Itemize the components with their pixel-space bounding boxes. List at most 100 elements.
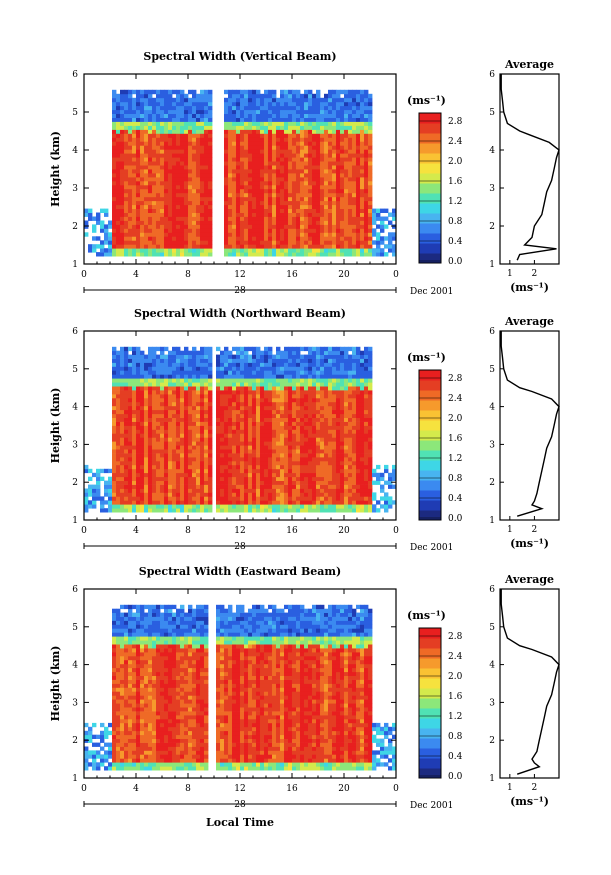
heatmap-cell: [320, 97, 325, 103]
heatmap-cell: [140, 405, 145, 411]
heatmap-cell: [276, 165, 281, 170]
heatmap-cell: [296, 405, 301, 411]
heatmap-cell: [288, 468, 293, 474]
heatmap-cell: [280, 145, 285, 150]
heatmap-cell: [196, 236, 201, 241]
heatmap-cell: [200, 125, 205, 130]
heatmap-cell: [308, 252, 313, 257]
heatmap-cell: [320, 492, 325, 497]
heatmap-cell: [316, 129, 321, 134]
heatmap-cell: [324, 129, 329, 134]
heatmap-cell: [144, 421, 149, 426]
heatmap-cell: [164, 397, 169, 403]
heatmap-cell: [224, 397, 229, 403]
heatmap-cell: [264, 508, 269, 513]
heatmap-cell: [276, 188, 281, 194]
heatmap-cell: [120, 240, 125, 245]
heatmap-cell: [132, 453, 137, 458]
heatmap-cell: [320, 232, 325, 237]
heatmap-cell: [308, 200, 313, 206]
heatmap-cell: [176, 425, 181, 430]
heatmap-cell: [272, 196, 277, 202]
heatmap-cell: [360, 200, 365, 206]
heatmap-cell: [304, 93, 309, 99]
heatmap-cell: [204, 129, 209, 134]
heatmap-cell: [132, 457, 137, 462]
heatmap-cell: [260, 121, 265, 126]
heatmap-cell: [172, 196, 177, 202]
heatmap-cell: [304, 236, 309, 241]
heatmap-cell: [132, 228, 137, 233]
heatmap-cell: [384, 208, 389, 213]
heatmap-cell: [272, 382, 277, 387]
heatmap-cell: [268, 121, 273, 126]
heatmap-cell: [264, 161, 269, 166]
heatmap-cell: [124, 496, 129, 501]
heatmap-cell: [252, 417, 257, 422]
heatmap-cell: [356, 208, 361, 213]
heatmap-cell: [280, 386, 285, 391]
heatmap-cell: [248, 492, 253, 497]
heatmap-cell: [156, 401, 161, 407]
heatmap-cell: [256, 401, 261, 407]
heatmap-cell: [92, 488, 97, 493]
heatmap-cell: [144, 437, 149, 442]
heatmap-cell: [300, 468, 305, 474]
heatmap-cell: [208, 125, 213, 130]
profile-y-tick-label: 4: [489, 146, 495, 156]
heatmap-cell: [316, 220, 321, 225]
heatmap-cell: [348, 212, 353, 217]
heatmap-cell: [316, 176, 321, 182]
heatmap-cell: [372, 216, 377, 221]
heatmap-cell: [336, 117, 341, 122]
heatmap-cell: [336, 113, 341, 118]
heatmap-cell: [208, 460, 213, 466]
heatmap-cell: [240, 125, 245, 130]
heatmap-cell: [268, 417, 273, 422]
heatmap-cell: [252, 224, 257, 229]
heatmap-cell: [188, 109, 193, 114]
heatmap-cell: [276, 476, 281, 481]
heatmap-cell: [160, 133, 165, 138]
heatmap-cell: [112, 216, 117, 221]
heatmap-cell: [108, 244, 113, 249]
heatmap-cell: [268, 133, 273, 138]
heatmap-cell: [168, 224, 173, 229]
heatmap-cell: [140, 153, 145, 158]
heatmap-cell: [196, 161, 201, 166]
heatmap-cell: [304, 200, 309, 206]
heatmap-cell: [260, 386, 265, 391]
heatmap-cell: [316, 232, 321, 237]
heatmap-cell: [300, 176, 305, 182]
heatmap-cell: [148, 464, 153, 470]
heatmap-cell: [292, 252, 297, 257]
heatmap-cell: [280, 476, 285, 481]
heatmap-cell: [328, 89, 333, 95]
heatmap-cell: [228, 180, 233, 186]
heatmap-cell: [224, 161, 229, 166]
heatmap-cell: [124, 180, 129, 186]
heatmap-cell: [268, 180, 273, 186]
heatmap-cell: [228, 362, 233, 367]
profile-y-tick-label: 6: [489, 70, 495, 80]
heatmap-cell: [200, 468, 205, 474]
heatmap-cell: [244, 492, 249, 497]
heatmap-cell: [144, 413, 149, 418]
heatmap-cell: [152, 354, 157, 359]
heatmap-cell: [132, 496, 137, 501]
heatmap-cell: [316, 500, 321, 505]
heatmap-cell: [280, 137, 285, 142]
heatmap-cell: [320, 220, 325, 225]
heatmap-cell: [200, 204, 205, 209]
heatmap-cell: [232, 386, 237, 391]
heatmap-cell: [176, 480, 181, 485]
heatmap-cell: [260, 129, 265, 134]
heatmap-cell: [316, 374, 321, 379]
heatmap-cell: [304, 472, 309, 478]
colorbar-frame: [418, 112, 442, 264]
heatmap-cell: [228, 224, 233, 229]
heatmap-cell: [160, 220, 165, 225]
heatmap-cell: [316, 173, 321, 178]
heatmap-cell: [304, 390, 309, 395]
heatmap-cell: [152, 362, 157, 367]
